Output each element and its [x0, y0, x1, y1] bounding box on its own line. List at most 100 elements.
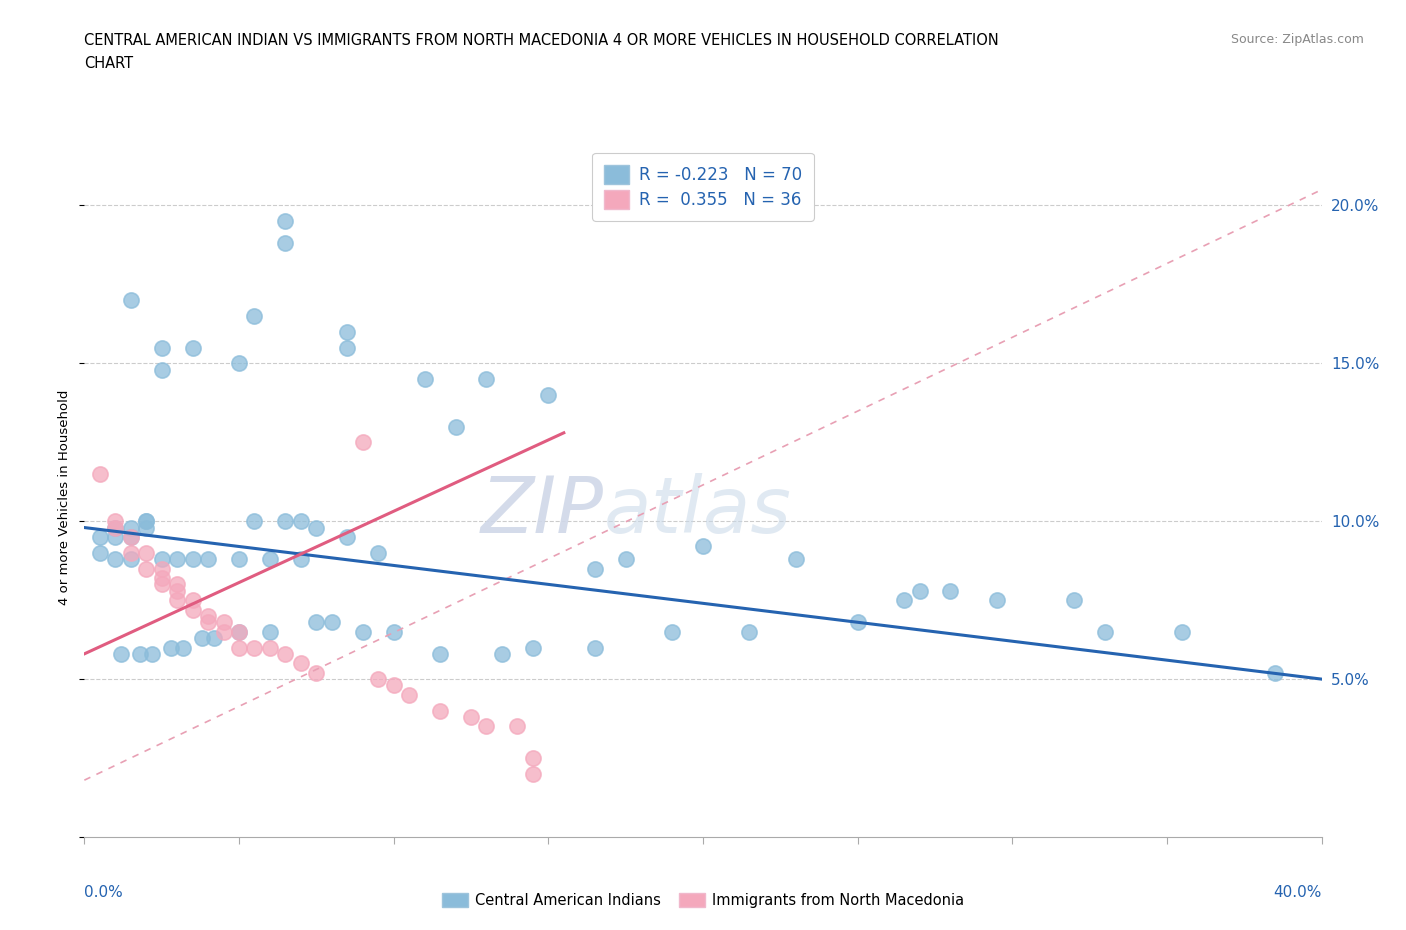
Point	[172, 640, 194, 655]
Point	[120, 520, 142, 535]
Point	[166, 583, 188, 598]
Point	[150, 577, 173, 591]
Point	[305, 665, 328, 680]
Point	[382, 678, 405, 693]
Point	[290, 656, 312, 671]
Text: Source: ZipAtlas.com: Source: ZipAtlas.com	[1230, 33, 1364, 46]
Point	[1171, 624, 1194, 639]
Point	[336, 529, 359, 544]
Point	[274, 513, 297, 528]
Point	[444, 419, 467, 434]
Point	[305, 520, 328, 535]
Point	[939, 583, 962, 598]
Point	[846, 615, 869, 630]
Point	[89, 467, 111, 482]
Point	[661, 624, 683, 639]
Point	[274, 646, 297, 661]
Point	[336, 340, 359, 355]
Point	[104, 551, 127, 566]
Point	[160, 640, 183, 655]
Point	[259, 551, 281, 566]
Point	[212, 615, 235, 630]
Point	[135, 545, 157, 560]
Point	[429, 703, 451, 718]
Point	[290, 551, 312, 566]
Point	[522, 766, 544, 781]
Point	[120, 529, 142, 544]
Point	[429, 646, 451, 661]
Point	[583, 640, 606, 655]
Point	[191, 631, 214, 645]
Point	[197, 615, 219, 630]
Point	[243, 309, 266, 324]
Y-axis label: 4 or more Vehicles in Household: 4 or more Vehicles in Household	[58, 390, 72, 605]
Point	[228, 356, 250, 371]
Point	[166, 577, 188, 591]
Point	[104, 513, 127, 528]
Point	[181, 603, 204, 618]
Point	[135, 561, 157, 576]
Point	[398, 687, 420, 702]
Text: atlas: atlas	[605, 473, 792, 549]
Point	[120, 293, 142, 308]
Point	[785, 551, 807, 566]
Point	[243, 513, 266, 528]
Point	[197, 551, 219, 566]
Point	[150, 362, 173, 377]
Point	[228, 551, 250, 566]
Legend: R = -0.223   N = 70, R =  0.355   N = 36: R = -0.223 N = 70, R = 0.355 N = 36	[592, 153, 814, 220]
Point	[228, 640, 250, 655]
Point	[382, 624, 405, 639]
Point	[413, 372, 436, 387]
Point	[522, 640, 544, 655]
Point	[202, 631, 225, 645]
Point	[259, 624, 281, 639]
Point	[135, 513, 157, 528]
Point	[104, 520, 127, 535]
Point	[1063, 592, 1085, 607]
Point	[259, 640, 281, 655]
Point	[135, 513, 157, 528]
Point	[150, 340, 173, 355]
Text: CHART: CHART	[84, 56, 134, 71]
Point	[475, 719, 498, 734]
Point	[181, 592, 204, 607]
Point	[460, 710, 482, 724]
Point	[738, 624, 761, 639]
Point	[537, 388, 560, 403]
Point	[150, 551, 173, 566]
Point	[491, 646, 513, 661]
Text: ZIP: ZIP	[481, 473, 605, 549]
Point	[893, 592, 915, 607]
Point	[908, 583, 931, 598]
Point	[89, 529, 111, 544]
Legend: Central American Indians, Immigrants from North Macedonia: Central American Indians, Immigrants fro…	[436, 886, 970, 913]
Point	[305, 615, 328, 630]
Point	[120, 545, 142, 560]
Point	[352, 624, 374, 639]
Point	[290, 513, 312, 528]
Point	[104, 520, 127, 535]
Point	[367, 545, 389, 560]
Point	[367, 671, 389, 686]
Point	[274, 214, 297, 229]
Point	[181, 340, 204, 355]
Point	[150, 571, 173, 586]
Point	[166, 551, 188, 566]
Point	[104, 529, 127, 544]
Point	[120, 551, 142, 566]
Point	[150, 561, 173, 576]
Point	[522, 751, 544, 765]
Text: 40.0%: 40.0%	[1274, 884, 1322, 899]
Point	[986, 592, 1008, 607]
Text: CENTRAL AMERICAN INDIAN VS IMMIGRANTS FROM NORTH MACEDONIA 4 OR MORE VEHICLES IN: CENTRAL AMERICAN INDIAN VS IMMIGRANTS FR…	[84, 33, 1000, 47]
Point	[692, 539, 714, 554]
Point	[197, 608, 219, 623]
Point	[274, 236, 297, 251]
Point	[1264, 665, 1286, 680]
Point	[352, 435, 374, 450]
Point	[506, 719, 529, 734]
Text: 0.0%: 0.0%	[84, 884, 124, 899]
Point	[181, 551, 204, 566]
Point	[614, 551, 637, 566]
